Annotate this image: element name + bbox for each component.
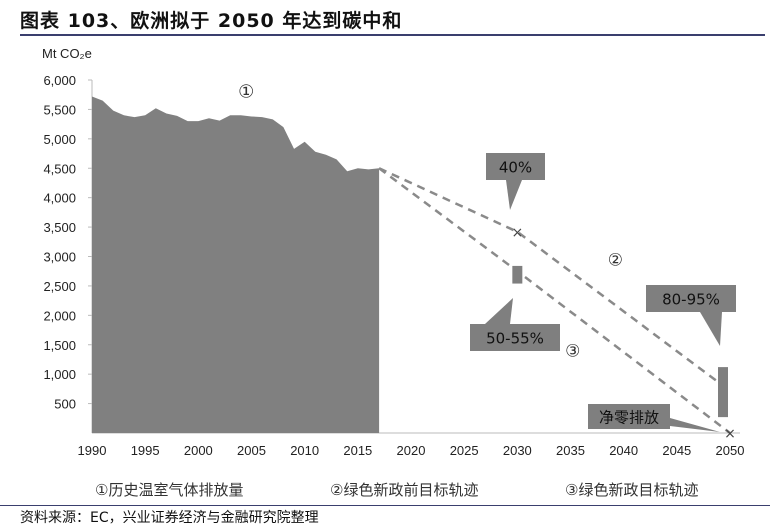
callout-net-zero-pointer xyxy=(670,418,720,432)
x-tick-label: 2045 xyxy=(662,443,691,458)
legend-item-2: ②绿色新政前目标轨迹 xyxy=(330,481,478,499)
x-tick-label: 1990 xyxy=(78,443,107,458)
y-tick-label: 4,500 xyxy=(43,161,76,176)
y-tick-label: 2,000 xyxy=(43,308,76,323)
target-range-bar xyxy=(718,367,728,418)
x-tick-label: 2020 xyxy=(397,443,426,458)
callout-50-55-text: 50-55% xyxy=(486,330,544,348)
x-tick-label: 2025 xyxy=(450,443,479,458)
y-tick-label: 4,000 xyxy=(43,191,76,206)
legend-item-3: ③绿色新政目标轨迹 xyxy=(565,481,698,499)
x-tick-label: 2015 xyxy=(343,443,372,458)
callout-80-95-text: 80-95% xyxy=(662,291,720,309)
callout-40-box xyxy=(486,153,545,180)
y-axis-label: Mt CO₂e xyxy=(42,46,92,61)
series-label-2: ② xyxy=(608,250,623,270)
y-tick-label: 5,500 xyxy=(43,102,76,117)
chart: Mt CO₂e 500 1,000 1,500 2,000 2,500 3,000 3,500… xyxy=(42,46,745,499)
historical-area xyxy=(92,96,380,434)
y-tick-label: 2,500 xyxy=(43,279,76,294)
y-tick-label: 500 xyxy=(54,397,76,412)
x-tick-label: 2010 xyxy=(290,443,319,458)
x-tick-label: 2000 xyxy=(184,443,213,458)
callout-80-95-pointer xyxy=(700,312,722,346)
y-tick-label: 5,000 xyxy=(43,132,76,147)
x-tick-label: 2040 xyxy=(609,443,638,458)
callout-80-95-box xyxy=(646,285,736,312)
callout-50-55-pointer xyxy=(485,298,513,324)
series-label-3: ③ xyxy=(565,342,580,362)
x-tick-label: 1995 xyxy=(131,443,160,458)
callout-40-pointer xyxy=(506,180,522,210)
y-tick-label: 1,500 xyxy=(43,338,76,353)
source-note: 资料来源：EC，兴业证券经济与金融研究院整理 xyxy=(20,510,319,526)
callout-net-zero-box xyxy=(588,404,670,429)
y-tick-label: 6,000 xyxy=(43,73,76,88)
target-range-bar xyxy=(512,265,523,284)
y-tick-label: 3,000 xyxy=(43,250,76,265)
series-label-1: ① xyxy=(238,82,254,103)
title-rule xyxy=(20,34,765,36)
y-tick-label: 3,500 xyxy=(43,220,76,235)
callout-net-zero-text: 净零排放 xyxy=(599,409,659,427)
x-tick-label: 2050 xyxy=(716,443,745,458)
x-tick-label: 2005 xyxy=(237,443,266,458)
cross-marker: × xyxy=(724,426,736,442)
x-tick-label: 2035 xyxy=(556,443,585,458)
x-tick-label: 2030 xyxy=(503,443,532,458)
y-tick-label: 1,000 xyxy=(43,367,76,382)
cross-marker: × xyxy=(511,225,523,241)
callout-40-text: 40% xyxy=(499,159,532,177)
source-rule xyxy=(0,505,770,506)
legend-item-1: ①历史温室气体排放量 xyxy=(95,481,243,499)
callout-50-55-box xyxy=(470,324,560,351)
figure-title: 图表 103、欧洲拟于 2050 年达到碳中和 xyxy=(20,10,403,32)
